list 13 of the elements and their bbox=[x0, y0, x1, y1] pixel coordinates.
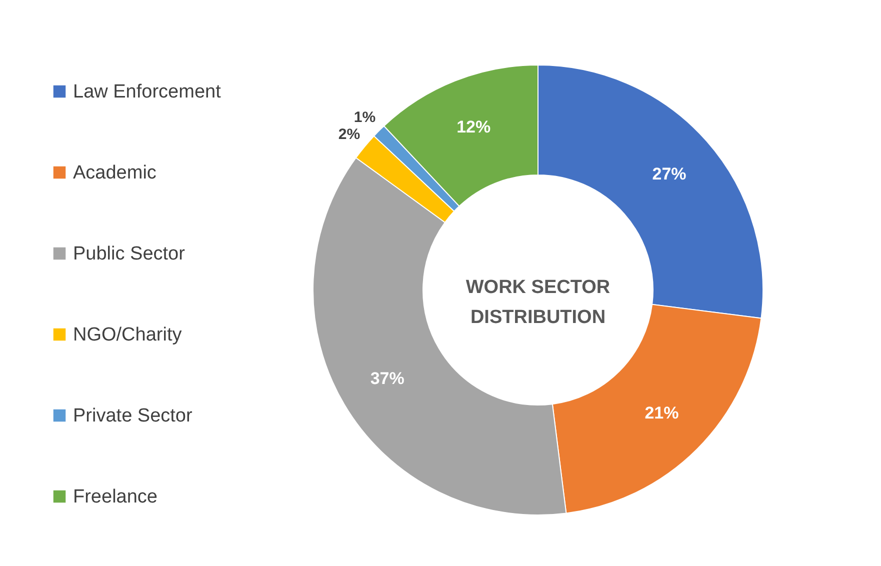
legend-label: NGO/Charity bbox=[73, 324, 182, 346]
data-label: 21% bbox=[644, 404, 679, 423]
legend-label: Public Sector bbox=[73, 244, 186, 264]
legend-label: Law Enforcement bbox=[73, 82, 222, 102]
text: WORK SECTOR DISTRIBUTION bbox=[466, 277, 610, 328]
data-label: 37% bbox=[370, 369, 404, 388]
data-label: 1% bbox=[354, 108, 376, 126]
data-label: 27% bbox=[652, 164, 686, 184]
legend-label: Academic bbox=[73, 162, 156, 184]
legend-label: Freelance bbox=[73, 486, 158, 508]
legend-label: Private Sector bbox=[73, 406, 193, 426]
data-label: 2% bbox=[338, 126, 360, 143]
data-label: 12% bbox=[456, 117, 491, 136]
